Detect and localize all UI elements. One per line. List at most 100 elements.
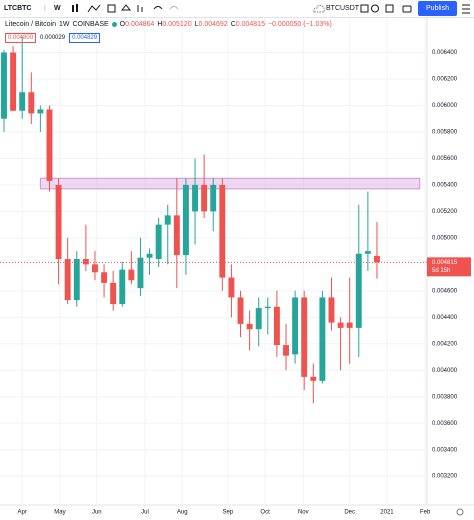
settings-button[interactable] <box>371 4 379 13</box>
candle-body <box>73 259 80 301</box>
candle-body <box>337 322 344 328</box>
legend-interval: 1W <box>58 21 70 28</box>
settings-icon[interactable] <box>456 508 464 516</box>
candle-body <box>364 251 371 254</box>
candle-body <box>237 297 244 324</box>
y-tick-label: 0.003400 <box>432 447 458 453</box>
x-tick-label: Nov <box>298 510 309 516</box>
candle-body <box>301 297 308 377</box>
ohlc-item: O0.004864 <box>120 21 155 28</box>
layout-icon[interactable] <box>360 4 369 13</box>
ohlc-value: 0.004692 <box>198 21 228 28</box>
y-tick-label: 0.003600 <box>432 421 458 427</box>
publish-button[interactable]: Publish <box>418 1 457 16</box>
alert-icon[interactable] <box>120 4 132 11</box>
buy-price[interactable]: 0.004829 <box>69 33 101 43</box>
candle-body <box>310 376 317 381</box>
templates-icon[interactable] <box>107 4 116 13</box>
candle-body <box>246 323 253 330</box>
candle-body <box>82 259 89 265</box>
candle-body <box>292 297 299 355</box>
y-tick-label: 0.005000 <box>432 235 458 241</box>
undo-icon[interactable] <box>153 6 163 10</box>
y-tick-label: 0.005600 <box>432 156 458 162</box>
ohlc-item: H0.005120 <box>157 21 191 28</box>
ohlc-value: 0.004815 <box>235 21 265 28</box>
candle-body <box>173 215 180 256</box>
candle-body <box>283 345 289 356</box>
indicators-icon[interactable] <box>87 4 101 13</box>
x-tick-label: Apr <box>18 510 27 516</box>
candle-body <box>328 297 335 323</box>
candle-body <box>128 269 135 281</box>
y-tick-label: 0.005200 <box>432 209 458 215</box>
ohlc-key: L <box>194 21 199 28</box>
candle-body <box>255 308 262 330</box>
y-tick-label: 0.004000 <box>432 368 458 374</box>
candle-body <box>182 184 189 256</box>
symbol-button[interactable]: LTCBTC <box>4 5 32 12</box>
y-tick-label: 0.004400 <box>432 315 458 321</box>
candle-body <box>192 184 198 212</box>
replay-icon[interactable] <box>137 5 143 12</box>
candle-body <box>319 297 326 381</box>
y-tick-label: 0.003200 <box>432 474 458 480</box>
candle-body <box>374 255 380 263</box>
candle-body <box>210 184 217 212</box>
chart-type-icon[interactable] <box>72 5 74 12</box>
candle-body <box>28 92 35 114</box>
symbol-description: Litecoin / Bitcoin <box>5 21 56 28</box>
candle-body <box>164 215 171 225</box>
candle-body <box>273 306 280 346</box>
status-dot <box>111 22 117 27</box>
x-tick-label: Jul <box>141 510 149 516</box>
price-change: −0.000050 (−1.03%) <box>267 21 332 28</box>
candle-body <box>137 257 144 289</box>
last-price-box <box>427 257 471 277</box>
y-tick-label: 0.003800 <box>432 394 458 400</box>
snapshot-icon[interactable] <box>402 5 412 13</box>
candle-body <box>110 282 117 305</box>
ohlc-key: O <box>119 21 126 28</box>
toolbar-right-icons <box>360 4 412 13</box>
ohlc-key: C <box>230 21 236 28</box>
ohlc-values: O0.004864 H0.005120 L0.004692 C0.004815 <box>120 21 265 28</box>
ohlc-key: H <box>157 21 163 28</box>
legend: Litecoin / Bitcoin 1W COINBASE O0.004864… <box>5 21 332 28</box>
candle-body <box>101 272 108 283</box>
zone-rectangle <box>39 177 421 190</box>
x-tick-label: Oct <box>260 510 270 516</box>
candle-body <box>64 259 71 301</box>
candle-body <box>355 253 362 328</box>
y-tick-label: 0.006400 <box>432 50 458 56</box>
y-tick-label: 0.005800 <box>432 130 458 136</box>
candle-body <box>219 184 226 278</box>
candle-body <box>92 264 98 273</box>
toolbar: LTCBTC | W BTCUSDT Publish <box>0 0 474 18</box>
candle-body <box>228 277 235 298</box>
x-tick-label: Feb <box>420 510 431 516</box>
ohlc-value: 0.005120 <box>162 21 192 28</box>
cloud-icon <box>313 4 325 13</box>
layout-name[interactable]: BTCUSDT <box>326 5 360 12</box>
y-tick-label: 0.004200 <box>432 341 458 347</box>
x-tick-label: Sep <box>222 510 233 516</box>
y-tick-label: 0.006000 <box>432 103 458 109</box>
y-tick-label: 0.004600 <box>432 288 458 294</box>
candle-body <box>119 269 126 305</box>
x-tick-label: Jun <box>92 510 102 516</box>
candle-body <box>346 322 353 328</box>
ohlc-item: L0.004692 <box>195 21 228 28</box>
sell-price[interactable]: 0.004800 <box>5 33 37 43</box>
x-tick-label: Aug <box>177 510 188 516</box>
candle-body <box>155 224 162 260</box>
x-tick-label: 2021 <box>380 510 394 516</box>
redo-icon[interactable] <box>169 6 179 10</box>
last-price-label: 0.004815 <box>432 260 458 266</box>
menu-icon <box>462 4 470 14</box>
grid <box>0 18 427 505</box>
x-tick-label: Dec <box>344 510 355 516</box>
fullscreen-icon[interactable] <box>385 4 394 13</box>
interval-button[interactable]: W <box>54 5 61 12</box>
